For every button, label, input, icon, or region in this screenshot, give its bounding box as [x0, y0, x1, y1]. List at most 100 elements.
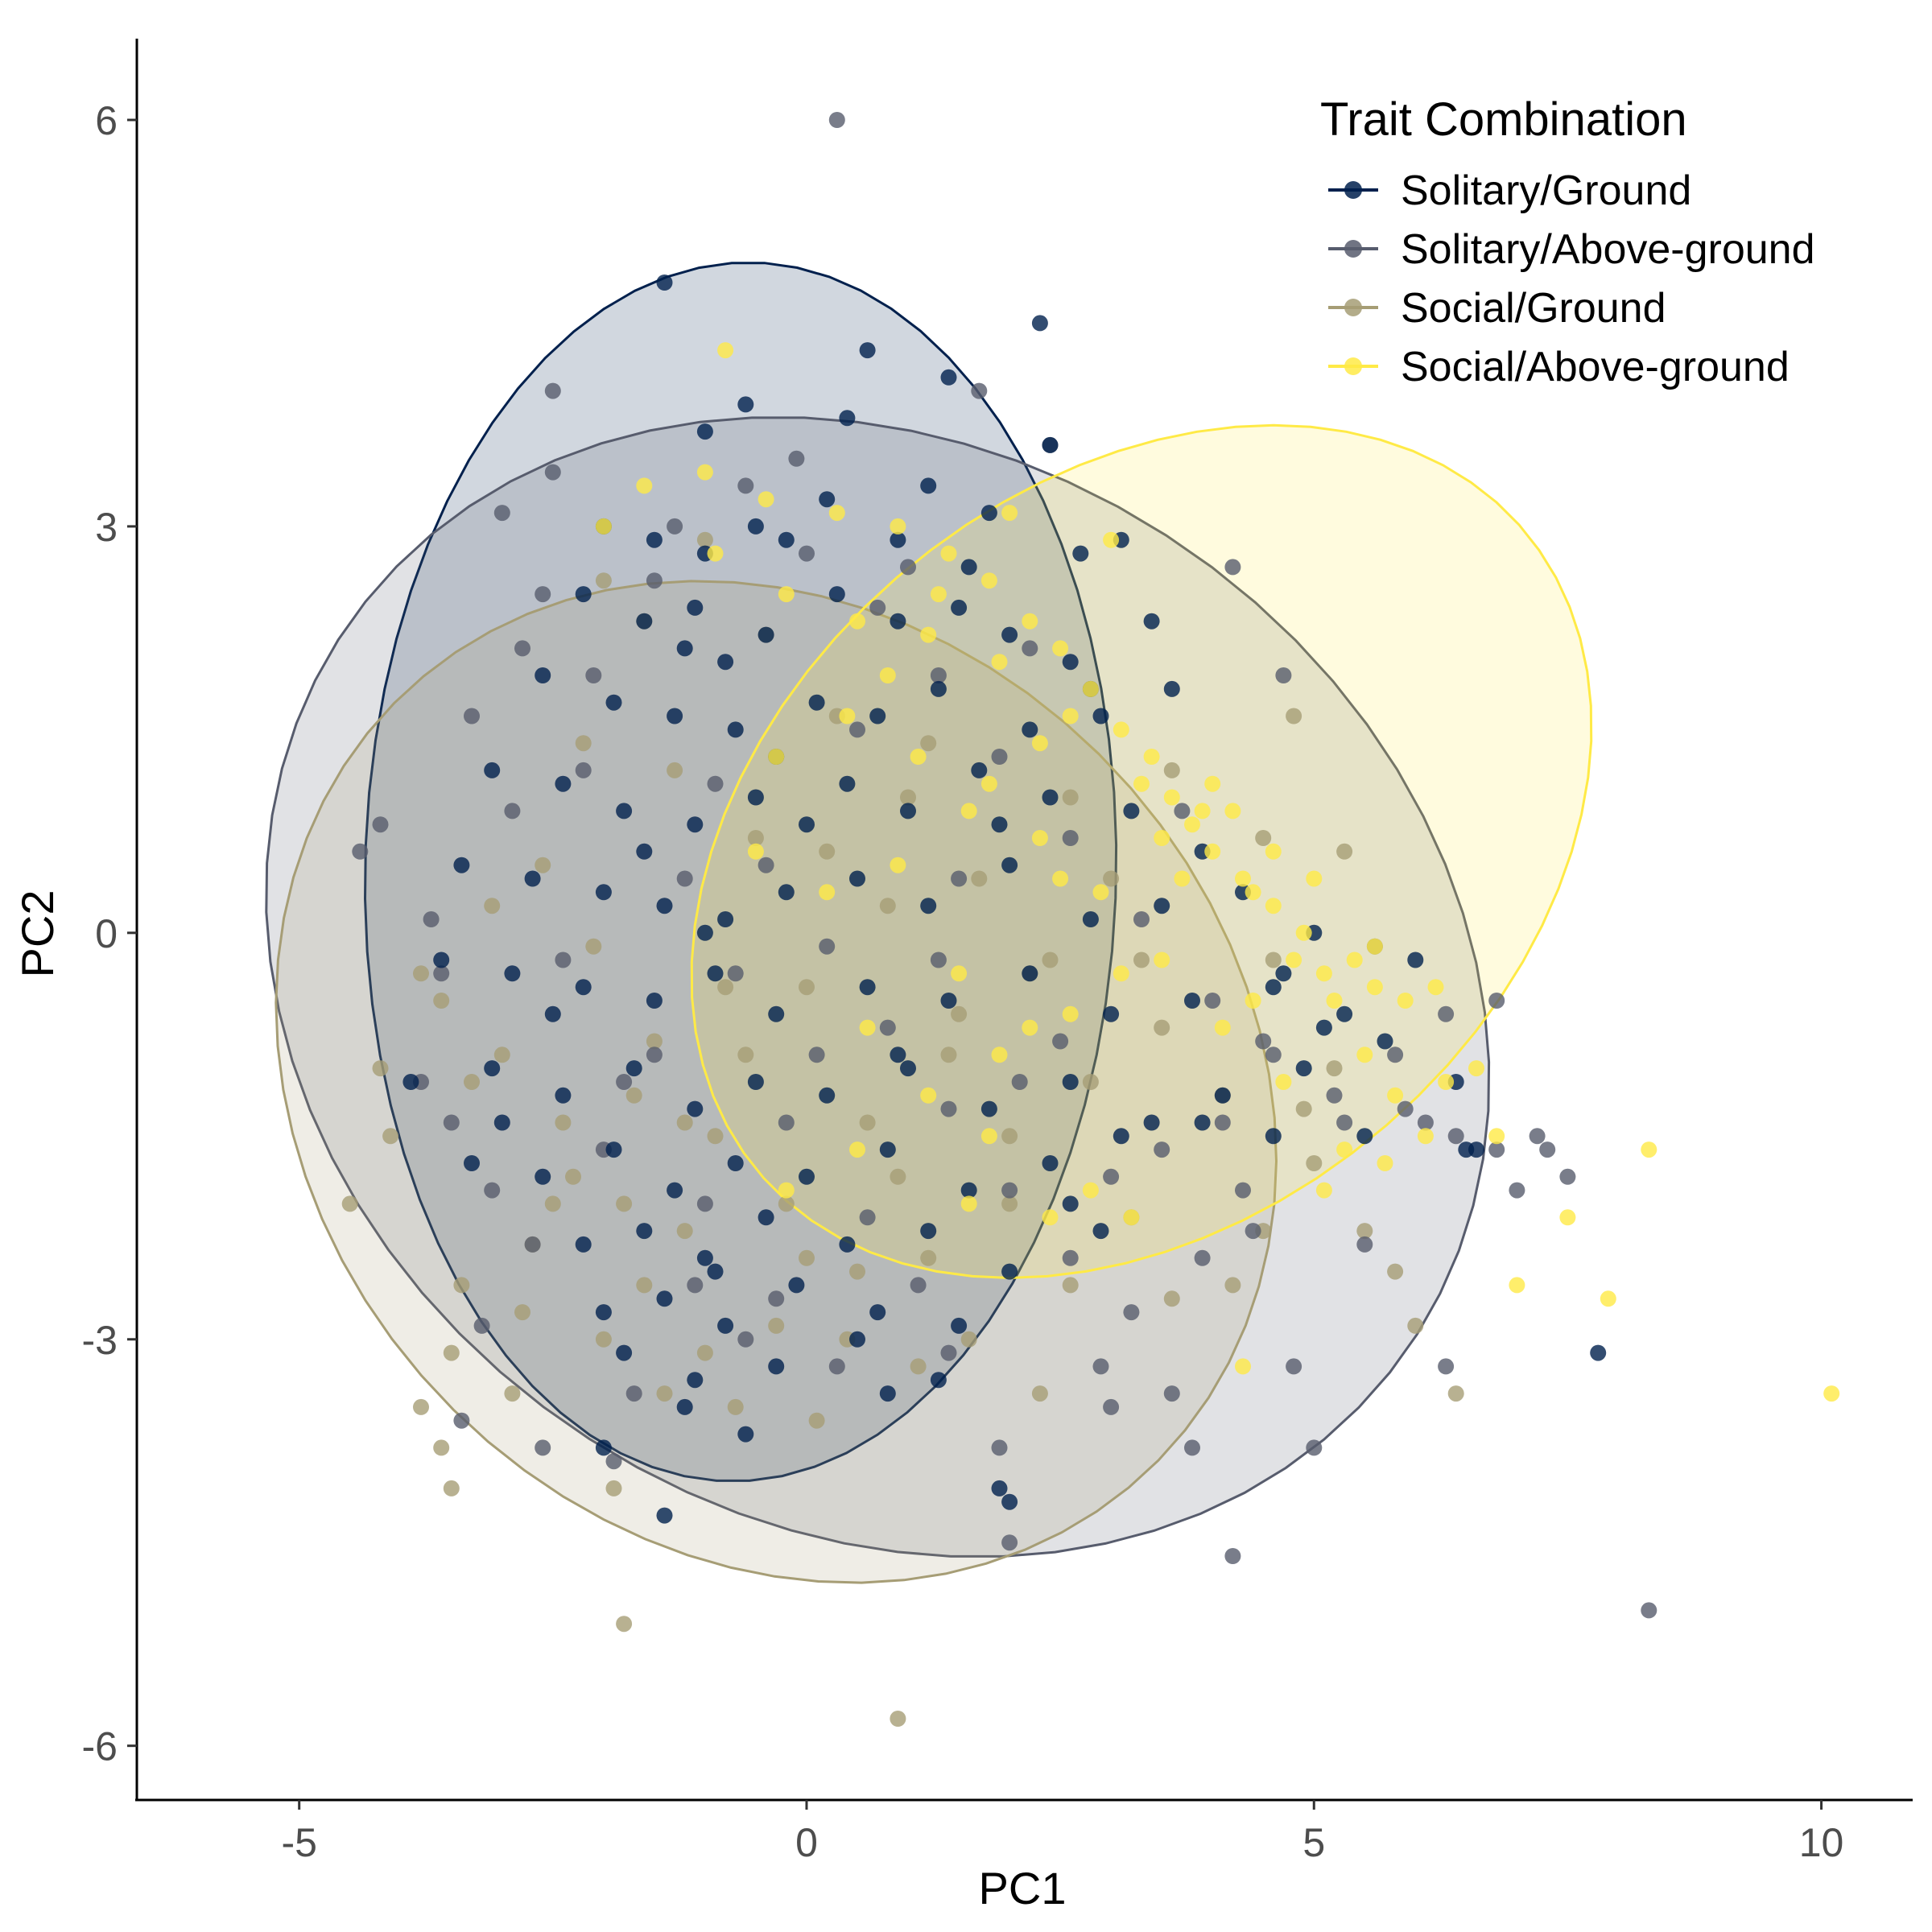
point-series-4 — [778, 586, 795, 603]
point-series-4 — [1163, 789, 1180, 806]
point-series-3 — [616, 1195, 633, 1212]
point-series-2 — [1488, 1141, 1505, 1158]
point-series-2 — [1235, 1182, 1251, 1199]
point-series-4 — [980, 572, 997, 589]
point-series-1 — [535, 1168, 551, 1185]
point-series-1 — [849, 1331, 865, 1348]
point-series-1 — [484, 762, 501, 778]
point-series-4 — [1417, 1128, 1434, 1145]
point-series-1 — [758, 626, 774, 643]
point-series-3 — [413, 965, 429, 982]
point-series-1 — [869, 1304, 886, 1321]
point-series-2 — [788, 450, 805, 467]
point-series-2 — [1488, 993, 1505, 1009]
point-series-1 — [464, 1155, 480, 1171]
point-series-3 — [1356, 1223, 1373, 1240]
point-series-1 — [900, 1060, 916, 1077]
point-series-3 — [1031, 1385, 1048, 1402]
point-series-1 — [646, 531, 663, 548]
point-series-1 — [940, 993, 957, 1009]
point-series-1 — [625, 1060, 642, 1077]
point-series-1 — [1468, 1141, 1484, 1158]
point-series-4 — [1346, 952, 1363, 968]
legend-label: Social/Ground — [1401, 285, 1666, 332]
point-series-1 — [555, 1087, 572, 1104]
point-series-4 — [1488, 1128, 1505, 1145]
point-series-1 — [656, 1507, 673, 1524]
point-series-1 — [605, 694, 622, 711]
point-series-2 — [555, 952, 572, 968]
point-series-4 — [879, 667, 896, 683]
point-series-1 — [890, 531, 906, 548]
y-axis-ticks: -6 -3 0 3 6 — [82, 98, 137, 1769]
legend-key-marker — [1344, 181, 1362, 199]
point-series-1 — [1062, 1074, 1079, 1090]
point-series-3 — [625, 1087, 642, 1104]
point-series-4 — [1366, 938, 1383, 955]
point-series-2 — [1326, 1087, 1343, 1104]
data-points — [341, 112, 1840, 1727]
point-series-1 — [636, 613, 653, 630]
point-series-1 — [646, 993, 663, 1009]
y-tick-label: 6 — [95, 98, 118, 143]
point-series-2 — [1103, 1168, 1120, 1185]
point-series-3 — [1133, 952, 1150, 968]
point-series-2 — [514, 640, 530, 657]
point-series-4 — [1204, 843, 1221, 860]
point-series-3 — [676, 1114, 693, 1131]
point-series-1 — [1103, 1005, 1120, 1022]
point-series-4 — [960, 1195, 977, 1212]
point-series-3 — [920, 735, 937, 752]
point-series-2 — [1001, 1534, 1018, 1551]
point-series-4 — [920, 1087, 937, 1104]
point-series-4 — [910, 749, 927, 765]
point-series-1 — [971, 762, 988, 778]
point-series-3 — [1407, 1317, 1424, 1334]
point-series-1 — [1194, 1114, 1211, 1131]
point-series-2 — [687, 1277, 704, 1294]
point-series-3 — [747, 830, 764, 846]
point-series-3 — [1042, 952, 1059, 968]
point-series-1 — [687, 1372, 704, 1389]
point-series-1 — [890, 1046, 906, 1063]
point-series-2 — [524, 1236, 541, 1253]
point-series-3 — [940, 1046, 957, 1063]
point-series-4 — [1295, 924, 1312, 941]
point-series-1 — [1031, 315, 1048, 332]
point-series-2 — [768, 1290, 785, 1307]
point-series-3 — [1163, 1290, 1180, 1307]
point-series-4 — [1600, 1290, 1616, 1307]
point-series-3 — [616, 1616, 633, 1633]
point-series-1 — [595, 1304, 612, 1321]
point-series-2 — [930, 952, 947, 968]
point-series-2 — [1438, 1005, 1455, 1022]
point-series-3 — [535, 857, 551, 873]
point-series-2 — [585, 667, 602, 683]
point-series-2 — [778, 1114, 795, 1131]
point-series-4 — [595, 518, 612, 535]
point-series-1 — [768, 1358, 785, 1375]
point-series-1 — [849, 870, 865, 887]
point-series-4 — [1245, 884, 1261, 901]
x-axis-ticks: -5 0 5 10 — [281, 1800, 1843, 1865]
point-series-1 — [960, 559, 977, 576]
point-series-2 — [1447, 1128, 1464, 1145]
point-series-2 — [971, 382, 988, 399]
point-series-3 — [1255, 830, 1272, 846]
point-series-2 — [1306, 1439, 1323, 1456]
point-series-1 — [656, 1290, 673, 1307]
point-series-4 — [768, 749, 785, 765]
point-series-3 — [1306, 1155, 1323, 1171]
point-series-1 — [524, 870, 541, 887]
point-series-3 — [382, 1128, 399, 1145]
point-series-1 — [636, 1223, 653, 1240]
point-series-1 — [717, 911, 734, 927]
point-series-4 — [1082, 1182, 1099, 1199]
point-series-3 — [1447, 1385, 1464, 1402]
point-series-1 — [1062, 1195, 1079, 1212]
point-series-1 — [1001, 1493, 1018, 1510]
point-series-1 — [1072, 545, 1089, 562]
point-series-2 — [1224, 559, 1241, 576]
point-series-1 — [1092, 1223, 1109, 1240]
